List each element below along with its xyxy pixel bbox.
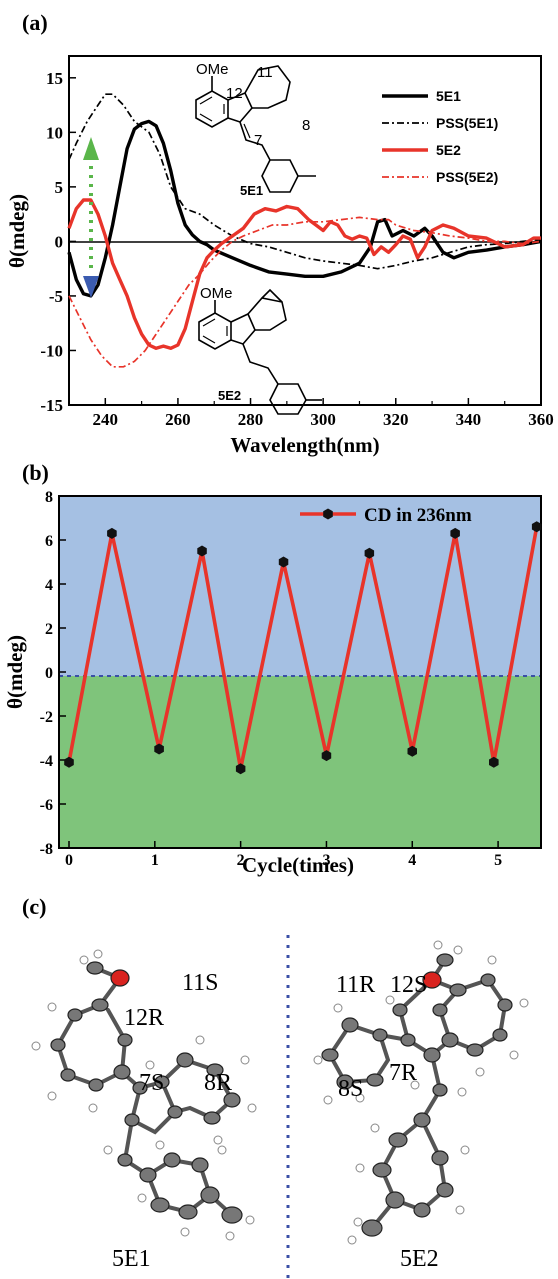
chart-b-xtick-label: 5 (494, 852, 502, 869)
chart-b-axes: 0 1 2 3 4 5 8 6 4 2 0 -2 -4 -6 -8 (40, 489, 502, 869)
chart-a-xlabel: Wavelength(nm) (230, 433, 379, 457)
chart-b-xtick-label: 4 (408, 852, 416, 869)
molecule-5e1-label-12: 12 (226, 85, 243, 102)
data-point (235, 763, 246, 775)
label-5e2-12s: 12S (390, 972, 427, 998)
series-line-pss-5e1- (68, 93, 542, 270)
chart-b-ytick-label: -4 (40, 753, 53, 770)
data-point (154, 743, 164, 755)
chart-b-xtick-label: 3 (322, 852, 330, 869)
chart-b-ytick-label: 8 (45, 489, 53, 506)
legend-marker (323, 508, 333, 520)
series-line-5e2 (67, 198, 541, 350)
crystal-structure-5e2 (313, 940, 529, 1245)
chart-b-xtick-label: 2 (237, 852, 245, 869)
series-line-cd-236nm (67, 526, 539, 771)
chart-a-ytick-label: 10 (46, 123, 63, 142)
arrow-up-head (83, 137, 99, 160)
chart-b-xtick-label: 0 (65, 852, 73, 869)
chart-a-ytick-label: 5 (55, 178, 64, 197)
data-point (407, 745, 417, 757)
data-point (364, 547, 375, 559)
data-point (531, 521, 542, 533)
molecule-5e1-structure (195, 65, 316, 193)
series-line-pss-5e2- (68, 216, 542, 368)
legend-label: 5E1 (436, 88, 461, 104)
chart-b-ytick-label: -2 (40, 709, 53, 726)
legend-label: 5E2 (436, 142, 461, 158)
panel-a-label: (a) (22, 10, 48, 35)
chart-a-axes: 240 260 280 300 320 340 360 15 10 5 0 -5 -10 -15 (40, 69, 553, 429)
label-5e1-11s: 11S (182, 970, 218, 996)
legend-label: PSS(5E1) (436, 115, 498, 131)
molecule-5e1-label-11: 11 (257, 64, 273, 81)
label-5e2-11r: 11R (336, 972, 375, 998)
panel-b-label: (b) (22, 460, 49, 485)
data-point (197, 545, 207, 557)
chart-b-xlabel: Cycle(times) (242, 853, 354, 877)
chart-b-xtick-label: 1 (151, 852, 159, 869)
crystal-structure-5e1 (31, 949, 257, 1241)
data-point (278, 556, 289, 568)
series-line-5e1 (67, 119, 542, 298)
legend-label: CD in 236nm (364, 505, 472, 526)
chart-a-xtick-label: 300 (310, 410, 336, 429)
chart-a-series (67, 93, 542, 368)
chart-a-xtick-label: 360 (528, 410, 554, 429)
chart-a-ytick-label: -5 (49, 287, 63, 306)
chart-a-xtick-label: 320 (383, 410, 409, 429)
molecule-5e2-name: 5E2 (218, 388, 241, 403)
molecule-5e1-label-7: 7 (254, 132, 262, 149)
label-5e2-8s: 8S (338, 1076, 363, 1102)
data-point (107, 527, 117, 539)
chart-b: 0 1 2 3 4 5 8 6 4 2 0 -2 -4 -6 -8 CD in 236nm Cycle(ti… (3, 489, 542, 877)
data-point (64, 756, 74, 768)
label-5e1-12r: 12R (124, 1005, 164, 1031)
molecule-5e2-structure (198, 288, 322, 415)
label-5e1-name: 5E1 (112, 1246, 151, 1272)
chart-a-ytick-label: -15 (40, 396, 63, 415)
label-5e1-7s: 7S (139, 1070, 164, 1096)
molecule-5e2-ome: OMe (200, 285, 233, 302)
panel-c-label: (c) (22, 894, 46, 919)
chart-b-ytick-label: 4 (45, 577, 53, 594)
label-5e2-7r: 7R (389, 1060, 417, 1086)
chart-a: 240 260 280 300 320 340 360 15 10 5 0 -5 -10 -15 5E1 P… (5, 55, 554, 457)
data-point (489, 756, 499, 768)
chart-a-frame (68, 55, 542, 406)
chart-b-series (64, 521, 542, 775)
chart-b-ylabel: θ(mdeg) (3, 635, 27, 709)
chart-b-ytick-label: 2 (45, 621, 53, 638)
chart-b-ytick-label: -6 (40, 797, 53, 814)
molecule-5e1-ome: OMe (196, 61, 229, 78)
chart-b-positive-background (59, 496, 541, 676)
arrow-down-head (83, 276, 99, 298)
data-point (321, 750, 332, 762)
molecule-5e1-name: 5E1 (240, 183, 263, 198)
chart-a-xtick-label: 260 (165, 410, 191, 429)
chart-a-ylabel: θ(mdeg) (5, 194, 29, 268)
chart-b-ytick-label: 6 (45, 533, 53, 550)
chart-a-ytick-label: 0 (55, 232, 64, 251)
chart-b-negative-background (59, 676, 541, 848)
chart-a-xtick-label: 240 (93, 410, 119, 429)
label-5e1-8r: 8R (204, 1070, 232, 1096)
chart-b-ytick-label: 0 (45, 665, 53, 682)
chart-a-legend: 5E1 PSS(5E1) 5E2 PSS(5E2) (382, 88, 498, 185)
legend-label: PSS(5E2) (436, 169, 498, 185)
chart-a-ytick-label: -10 (40, 341, 63, 360)
molecule-5e1-label-8: 8 (302, 117, 310, 134)
label-5e2-name: 5E2 (400, 1246, 439, 1272)
chart-a-xtick-label: 340 (456, 410, 482, 429)
chart-b-legend: CD in 236nm (300, 505, 472, 526)
chart-b-ytick-label: -8 (40, 841, 53, 858)
chart-a-ytick-label: 15 (46, 69, 63, 88)
chart-a-xtick-label: 280 (238, 410, 264, 429)
data-point (450, 527, 460, 539)
